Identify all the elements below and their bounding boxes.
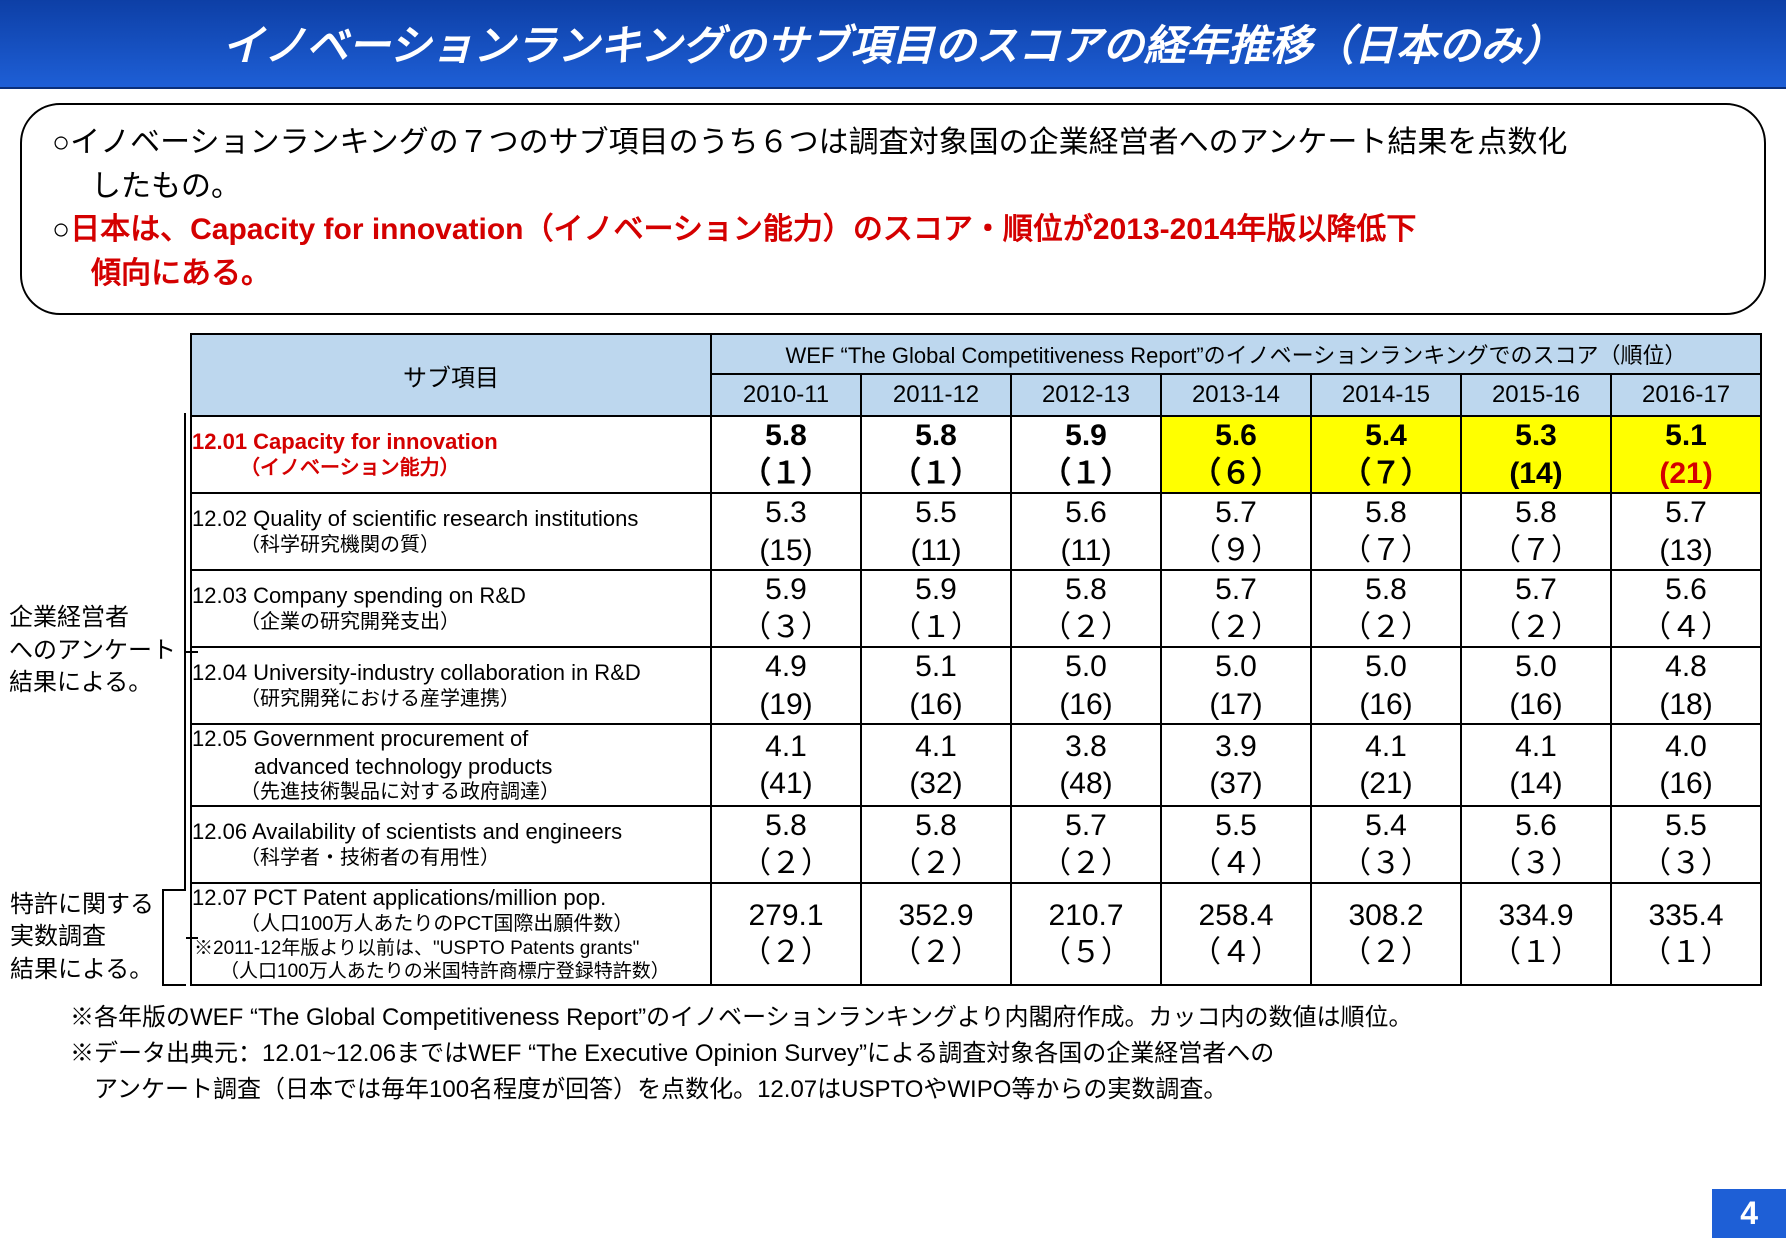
value-cell: 4.1(41) <box>711 724 861 806</box>
value-cell: 5.0(16) <box>1461 647 1611 724</box>
page-number-badge: 4 <box>1712 1189 1786 1238</box>
value-cell: 5.9（１） <box>861 570 1011 647</box>
table-row: 12.03 Company spending on R&D（企業の研究開発支出）… <box>191 570 1761 647</box>
year-header: 2012-13 <box>1011 374 1161 416</box>
table-row: 12.02 Quality of scientific research ins… <box>191 493 1761 570</box>
value-cell: 5.7（２） <box>1161 570 1311 647</box>
value-cell: 5.8（７） <box>1311 493 1461 570</box>
summary-line2-cont: 傾向にある。 <box>52 252 1734 296</box>
summary-box: ○イノベーションランキングの７つのサブ項目のうち６つは調査対象国の企業経営者への… <box>20 103 1766 315</box>
value-cell: 5.6（６） <box>1161 416 1311 493</box>
value-cell: 5.1(21) <box>1611 416 1761 493</box>
value-cell: 5.4（３） <box>1311 806 1461 883</box>
sub-item-cell: 12.05 Government procurement ofadvanced … <box>191 724 711 806</box>
value-cell: 5.3(14) <box>1461 416 1611 493</box>
value-cell: 5.8（７） <box>1461 493 1611 570</box>
footnote-line: ※データ出典元：12.01~12.06まではWEF “The Executive… <box>70 1036 1776 1072</box>
value-cell: 5.8（２） <box>861 806 1011 883</box>
footnote-line: ※各年版のWEF “The Global Competitiveness Rep… <box>70 1000 1776 1036</box>
table-row: 12.04 University-industry collaboration … <box>191 647 1761 724</box>
value-cell: 5.0(16) <box>1311 647 1461 724</box>
sub-item-cell: 12.03 Company spending on R&D（企業の研究開発支出） <box>191 570 711 647</box>
footnote-line: アンケート調査（日本では毎年100名程度が回答）を点数化。12.07はUSPTO… <box>70 1072 1776 1108</box>
value-cell: 5.9（１） <box>1011 416 1161 493</box>
table-row: 12.06 Availability of scientists and eng… <box>191 806 1761 883</box>
value-cell: 5.3(15) <box>711 493 861 570</box>
value-cell: 352.9（２） <box>861 883 1011 985</box>
year-header: 2015-16 <box>1461 374 1611 416</box>
value-cell: 210.7（５） <box>1011 883 1161 985</box>
value-cell: 5.6(11) <box>1011 493 1161 570</box>
value-cell: 4.1(32) <box>861 724 1011 806</box>
value-cell: 5.6（３） <box>1461 806 1611 883</box>
value-cell: 5.4（７） <box>1311 416 1461 493</box>
bracket-icon <box>162 889 186 986</box>
summary-line2: ○日本は、Capacity for innovation（イノベーション能力）の… <box>52 208 1734 252</box>
col-sub-header: サブ項目 <box>191 334 711 416</box>
table-row: 12.01 Capacity for innovation（イノベーション能力）… <box>191 416 1761 493</box>
value-cell: 308.2（２） <box>1311 883 1461 985</box>
value-cell: 5.8（２） <box>1011 570 1161 647</box>
value-cell: 5.1(16) <box>861 647 1011 724</box>
value-cell: 335.4（１） <box>1611 883 1761 985</box>
footnotes: ※各年版のWEF “The Global Competitiveness Rep… <box>0 986 1786 1108</box>
sub-item-cell: 12.01 Capacity for innovation（イノベーション能力） <box>191 416 711 493</box>
col-super-header: WEF “The Global Competitiveness Report”の… <box>711 334 1761 374</box>
value-cell: 5.7（２） <box>1011 806 1161 883</box>
side-note-survey: 企業経営者へのアンケート結果による。 <box>10 413 190 889</box>
sub-item-cell: 12.07 PCT Patent applications/million po… <box>191 883 711 985</box>
page-title: イノベーションランキングのサブ項目のスコアの経年推移（日本のみ） <box>0 0 1786 89</box>
value-cell: 5.8（２） <box>1311 570 1461 647</box>
bracket-icon <box>184 413 186 889</box>
year-header: 2016-17 <box>1611 374 1761 416</box>
value-cell: 5.7(13) <box>1611 493 1761 570</box>
value-cell: 3.8(48) <box>1011 724 1161 806</box>
value-cell: 258.4（４） <box>1161 883 1311 985</box>
year-header: 2014-15 <box>1311 374 1461 416</box>
summary-line1: ○イノベーションランキングの７つのサブ項目のうち６つは調査対象国の企業経営者への… <box>52 121 1734 165</box>
value-cell: 5.0(16) <box>1011 647 1161 724</box>
value-cell: 5.5（３） <box>1611 806 1761 883</box>
table-body: 12.01 Capacity for innovation（イノベーション能力）… <box>191 416 1761 985</box>
data-table: サブ項目 WEF “The Global Competitiveness Rep… <box>190 333 1762 986</box>
value-cell: 5.5（４） <box>1161 806 1311 883</box>
value-cell: 4.1(21) <box>1311 724 1461 806</box>
content-area: 企業経営者へのアンケート結果による。 特許に関する実数調査結果による。 サブ項目… <box>0 333 1786 986</box>
year-header: 2011-12 <box>861 374 1011 416</box>
summary-line2-emph: 日本は、Capacity for innovation（イノベーション能力）のス… <box>70 213 1416 246</box>
value-cell: 334.9（１） <box>1461 883 1611 985</box>
value-cell: 5.8（２） <box>711 806 861 883</box>
value-cell: 4.0(16) <box>1611 724 1761 806</box>
summary-line2-prefix: ○ <box>52 213 70 246</box>
value-cell: 5.5(11) <box>861 493 1011 570</box>
value-cell: 5.9（３） <box>711 570 861 647</box>
summary-line1-cont: したもの。 <box>52 165 1734 209</box>
sub-item-cell: 12.06 Availability of scientists and eng… <box>191 806 711 883</box>
year-header: 2010-11 <box>711 374 861 416</box>
year-header: 2013-14 <box>1161 374 1311 416</box>
value-cell: 5.7（２） <box>1461 570 1611 647</box>
value-cell: 279.1（２） <box>711 883 861 985</box>
table-row: 12.07 PCT Patent applications/million po… <box>191 883 1761 985</box>
value-cell: 5.7（９） <box>1161 493 1311 570</box>
value-cell: 4.8(18) <box>1611 647 1761 724</box>
side-note-patent: 特許に関する実数調査結果による。 <box>10 889 190 986</box>
table-row: 12.05 Government procurement ofadvanced … <box>191 724 1761 806</box>
sub-item-cell: 12.02 Quality of scientific research ins… <box>191 493 711 570</box>
value-cell: 5.8（１） <box>861 416 1011 493</box>
value-cell: 4.1(14) <box>1461 724 1611 806</box>
sub-item-cell: 12.04 University-industry collaboration … <box>191 647 711 724</box>
side-notes: 企業経営者へのアンケート結果による。 特許に関する実数調査結果による。 <box>10 333 190 986</box>
value-cell: 5.0(17) <box>1161 647 1311 724</box>
value-cell: 4.9(19) <box>711 647 861 724</box>
value-cell: 5.6（４） <box>1611 570 1761 647</box>
value-cell: 3.9(37) <box>1161 724 1311 806</box>
value-cell: 5.8（１） <box>711 416 861 493</box>
